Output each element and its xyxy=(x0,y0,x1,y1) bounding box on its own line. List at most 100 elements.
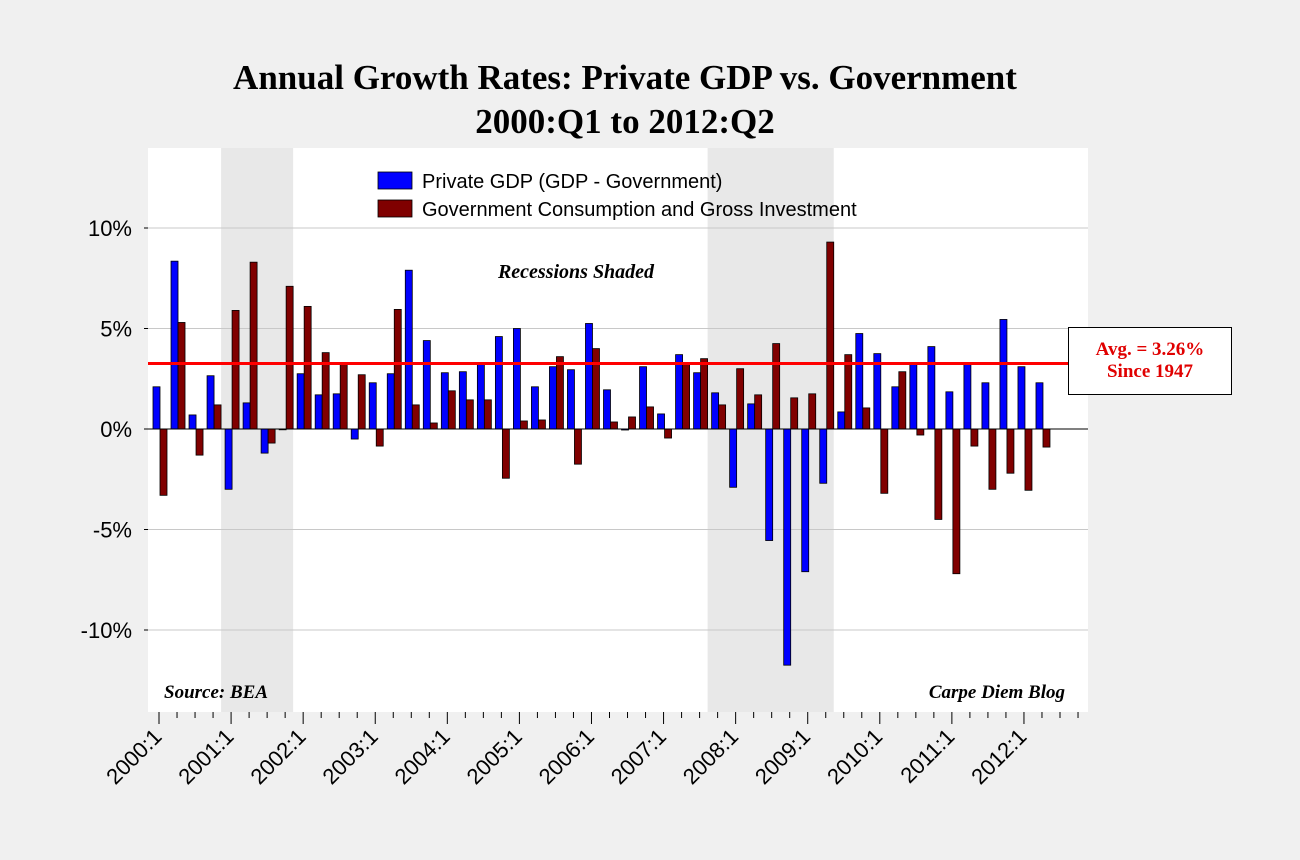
average-label: Avg. = 3.26% xyxy=(1095,339,1205,360)
bar-private-gdp-2007:2 xyxy=(675,354,683,430)
bar-private-gdp-2002:3 xyxy=(332,393,341,430)
x-tick-label: 2003:1 xyxy=(318,724,383,789)
bar-government-2009:3 xyxy=(844,354,853,430)
bar-government-2001:1 xyxy=(231,310,240,430)
bar-private-gdp-2009:4 xyxy=(855,333,864,430)
legend-label: Private GDP (GDP - Government) xyxy=(422,171,722,193)
bar-private-gdp-2003:3 xyxy=(404,269,413,430)
bar-government-2010:3 xyxy=(916,428,925,436)
bar-government-2006:3 xyxy=(628,416,636,430)
bar-government-2000:4 xyxy=(213,404,222,430)
average-since-label: Since 1947 xyxy=(1106,361,1194,382)
y-tick-label: -10% xyxy=(81,618,132,643)
x-tick-label: 2005:1 xyxy=(462,724,527,789)
bar-private-gdp-2000:2 xyxy=(170,260,179,430)
x-tick-label: 2002:1 xyxy=(245,724,310,789)
x-tick-label: 2012:1 xyxy=(966,724,1031,789)
bar-government-2004:3 xyxy=(483,399,492,430)
bar-government-2007:1 xyxy=(664,428,672,439)
bar-private-gdp-2001:1 xyxy=(224,428,233,490)
bar-private-gdp-2003:2 xyxy=(386,373,395,430)
bar-private-gdp-2009:3 xyxy=(837,411,846,430)
bar-government-2004:1 xyxy=(447,390,456,430)
bar-government-2009:2 xyxy=(826,241,835,430)
bar-government-2002:3 xyxy=(339,363,348,430)
bar-government-2011:2 xyxy=(970,428,979,447)
credit-annotation: Carpe Diem Blog xyxy=(929,682,1065,703)
bar-government-2007:3 xyxy=(700,358,708,430)
bar-private-gdp-2002:1 xyxy=(296,373,305,430)
bar-private-gdp-2009:2 xyxy=(819,428,828,484)
bar-government-2005:1 xyxy=(520,420,528,430)
x-tick-label: 2008:1 xyxy=(678,724,743,789)
bar-government-2006:2 xyxy=(610,421,618,430)
bar-government-2011:4 xyxy=(1006,428,1015,474)
bar-private-gdp-2008:4 xyxy=(783,428,792,666)
bar-private-gdp-2011:1 xyxy=(945,391,954,430)
x-tick-label: 2009:1 xyxy=(750,724,815,789)
bar-government-2004:2 xyxy=(465,399,474,430)
bar-private-gdp-2005:3 xyxy=(549,366,557,430)
bar-private-gdp-2001:2 xyxy=(242,402,251,430)
bar-government-2001:2 xyxy=(249,261,258,430)
bar-government-2007:4 xyxy=(718,404,727,430)
bar-private-gdp-2011:4 xyxy=(999,319,1008,430)
bar-government-2004:4 xyxy=(501,428,510,479)
bar-private-gdp-2012:1 xyxy=(1017,366,1026,430)
x-tick-label: 2006:1 xyxy=(534,724,599,789)
legend-swatch xyxy=(377,199,413,218)
bar-government-2005:2 xyxy=(538,419,546,430)
bar-private-gdp-2000:4 xyxy=(206,375,215,430)
bar-private-gdp-2010:2 xyxy=(891,386,900,430)
bar-private-gdp-2008:3 xyxy=(765,428,774,541)
bar-private-gdp-2002:2 xyxy=(314,394,323,430)
x-tick-label: 2007:1 xyxy=(606,724,671,789)
bar-private-gdp-2011:2 xyxy=(963,363,972,430)
bar-government-2012:2 xyxy=(1042,428,1051,448)
bar-private-gdp-2004:1 xyxy=(440,372,449,430)
bar-private-gdp-2005:4 xyxy=(567,369,575,430)
bar-government-2008:3 xyxy=(772,343,781,430)
x-tick-label: 2000:1 xyxy=(101,724,166,789)
bar-private-gdp-2007:1 xyxy=(657,413,665,430)
x-tick-label: 2011:1 xyxy=(895,724,959,788)
bar-private-gdp-2008:2 xyxy=(747,403,756,430)
bar-government-2011:3 xyxy=(988,428,997,490)
x-tick-label: 2001:1 xyxy=(173,724,238,789)
bar-government-2001:4 xyxy=(285,285,294,430)
bar-government-2008:4 xyxy=(790,397,799,430)
bar-government-2010:2 xyxy=(898,371,907,430)
legend-swatch xyxy=(377,171,413,190)
bar-government-2006:1 xyxy=(592,348,600,430)
x-tick-label: 2010:1 xyxy=(822,724,887,789)
bar-government-2005:3 xyxy=(556,356,564,430)
chart-title: Annual Growth Rates: Private GDP vs. Gov… xyxy=(233,58,1017,97)
bar-government-2011:1 xyxy=(952,428,961,575)
bar-private-gdp-2004:2 xyxy=(458,371,467,430)
bar-government-2009:4 xyxy=(862,407,871,430)
recessions-annotation: Recessions Shaded xyxy=(497,261,655,283)
bar-private-gdp-2011:3 xyxy=(981,382,990,430)
bar-private-gdp-2009:1 xyxy=(801,428,810,573)
bar-private-gdp-2006:1 xyxy=(585,323,593,430)
bar-government-2003:3 xyxy=(411,404,420,430)
bar-private-gdp-2004:3 xyxy=(476,362,485,430)
bar-private-gdp-2006:4 xyxy=(639,366,647,430)
bar-private-gdp-2000:3 xyxy=(188,414,197,430)
bar-private-gdp-2005:2 xyxy=(531,386,539,430)
x-tick-label: 2004:1 xyxy=(390,724,455,789)
bar-government-2003:2 xyxy=(393,309,402,430)
bar-government-2002:1 xyxy=(303,305,312,430)
bar-government-2003:1 xyxy=(375,428,384,447)
bar-government-2000:3 xyxy=(195,428,204,456)
bar-private-gdp-2012:2 xyxy=(1035,382,1044,430)
average-annotation-box: Avg. = 3.26% Since 1947 xyxy=(1068,327,1232,395)
bar-government-2005:4 xyxy=(574,428,582,465)
plot-area xyxy=(148,148,1088,712)
bar-private-gdp-2003:4 xyxy=(422,340,431,430)
bar-private-gdp-2000:1 xyxy=(152,386,161,430)
bar-private-gdp-2008:1 xyxy=(729,428,738,488)
bar-private-gdp-2001:3 xyxy=(260,428,269,454)
bar-government-2010:4 xyxy=(934,428,943,520)
